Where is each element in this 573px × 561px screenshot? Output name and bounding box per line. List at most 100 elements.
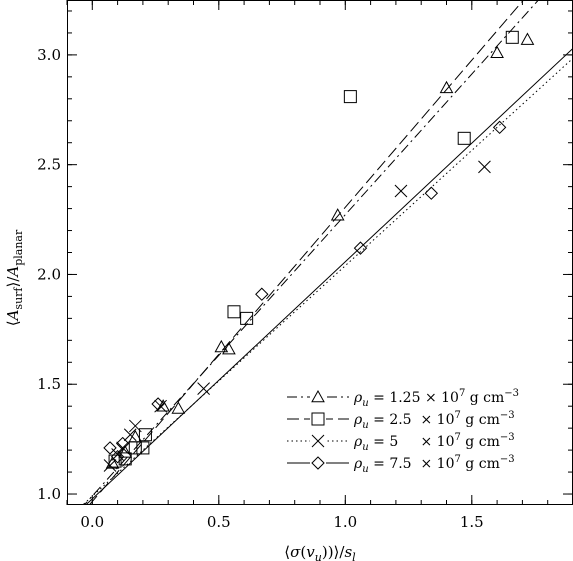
diamond-marker [311, 456, 325, 470]
x-marker-stroke [103, 459, 117, 472]
legend-label: ρu = 7.5 × 107 g cm−3 [353, 454, 515, 475]
legend-label-part: g cm [461, 456, 500, 472]
x-tick-label: 1.0 [333, 513, 357, 531]
diamond-marker [110, 449, 125, 464]
legend-label-part: u [362, 442, 368, 453]
x-marker-stroke [394, 184, 408, 198]
y-tick-label: 2.5 [37, 156, 61, 174]
triangle-marker [222, 342, 236, 355]
legend-marker-bg [310, 411, 326, 427]
diamond-marker [492, 120, 507, 135]
y-tick-label: 2.0 [37, 265, 61, 283]
fit-lines [81, 0, 573, 505]
legend-label-part: u [362, 398, 368, 409]
x-axis-label: ⟨σ(vu))⟩/sl [284, 543, 356, 561]
legend-label-part: −3 [504, 388, 519, 399]
x-marker-stroke [128, 419, 142, 433]
y-axis-ticks: 1.0 1.5 2.0 2.5 3.0 [37, 10, 573, 503]
x-axis-ticks: 0.0 0.5 1.0 1.5 [66, 0, 573, 531]
legend-label-part: u [362, 420, 368, 431]
x-marker-stroke [478, 160, 491, 174]
y-tick-label: 1.5 [37, 375, 61, 393]
triangle-marker [311, 389, 325, 403]
legend: ρu = 1.25 × 107 g cm−3ρu = 2.5 × 107 g c… [287, 388, 519, 475]
triangle-marker [520, 32, 535, 45]
diamond-marker [103, 441, 117, 455]
triangle-marker [171, 401, 186, 414]
legend-label-part: 7 [459, 388, 465, 399]
square-marker [138, 428, 152, 442]
legend-marker-bg [310, 389, 326, 405]
square-marker [240, 311, 254, 325]
square-marker [457, 131, 471, 145]
square-marker [505, 30, 519, 44]
diamond-marker [255, 287, 269, 301]
x-marker [128, 419, 142, 433]
x-marker [103, 459, 117, 472]
diamond-marker [424, 186, 439, 200]
legend-label: ρu = 1.25 × 107 g cm−3 [353, 388, 519, 409]
legend-label-part: −3 [500, 432, 515, 443]
y-tick-label: 1.0 [37, 485, 61, 503]
legend-item: ρu = 2.5 × 107 g cm−3 [287, 410, 515, 431]
legend-label-part: ρ [353, 456, 363, 472]
x-tick-label: 1.5 [460, 513, 484, 531]
legend-label-part: ρ [353, 412, 363, 428]
fit-line-diamond [85, 47, 573, 505]
legend-label-part: −3 [500, 410, 515, 421]
x-marker [197, 382, 210, 395]
x-marker [311, 434, 325, 448]
legend-label-part: g cm [461, 434, 500, 450]
series-square [108, 30, 519, 468]
x-marker [394, 184, 408, 198]
triangle-marker [330, 208, 345, 221]
x-marker [123, 428, 137, 442]
x-marker [478, 160, 491, 174]
square-marker [227, 305, 241, 319]
legend-item: ρu = 1.25 × 107 g cm−3 [287, 388, 519, 409]
legend-label-part: = 2.5 × 10 [369, 412, 455, 428]
square-marker [311, 412, 325, 426]
legend-label-part: ρ [353, 390, 363, 406]
legend-label-part: = 7.5 × 10 [369, 456, 455, 472]
square-marker [118, 452, 132, 466]
legend-item: ρu = 5 × 107 g cm−3 [287, 432, 515, 453]
diamond-marker [353, 241, 368, 255]
x-marker [154, 399, 167, 413]
legend-item: ρu = 7.5 × 107 g cm−3 [287, 454, 515, 475]
triangle-marker [118, 445, 133, 458]
legend-label-part: g cm [461, 412, 500, 428]
legend-label-part: 7 [454, 454, 460, 465]
y-tick-label: 3.0 [37, 46, 61, 64]
legend-label-part: 7 [454, 432, 460, 443]
legend-label-part: ρ [353, 434, 363, 450]
legend-label: ρu = 2.5 × 107 g cm−3 [353, 410, 515, 431]
diamond-marker [115, 436, 130, 451]
y-axis-label: ⟨Asurf⟩/Aplanar [4, 229, 25, 326]
triangle-marker [439, 80, 454, 94]
x-tick-label: 0.0 [80, 513, 104, 531]
legend-label-part: = 5 × 10 [369, 434, 455, 450]
x-tick-label: 0.5 [207, 513, 231, 531]
data-points [103, 30, 535, 472]
x-marker-stroke [154, 399, 167, 413]
square-marker [128, 441, 142, 455]
x-marker-stroke [311, 434, 325, 448]
legend-label-part: 7 [454, 410, 460, 421]
square-marker [136, 441, 150, 455]
legend-label: ρu = 5 × 107 g cm−3 [353, 432, 515, 453]
legend-label-part: −3 [500, 454, 515, 465]
x-marker-stroke [123, 428, 137, 442]
series-diamond [103, 120, 507, 464]
legend-label-part: g cm [465, 390, 504, 406]
square-marker [108, 454, 122, 468]
x-marker-stroke [197, 382, 210, 395]
diamond-marker [151, 397, 165, 411]
legend-marker-bg [310, 455, 326, 471]
triangle-marker [214, 339, 229, 353]
triangle-marker [490, 45, 504, 58]
square-marker [343, 90, 357, 104]
fit-line-x [81, 57, 573, 505]
legend-label-part: = 1.25 × 10 [369, 390, 459, 406]
